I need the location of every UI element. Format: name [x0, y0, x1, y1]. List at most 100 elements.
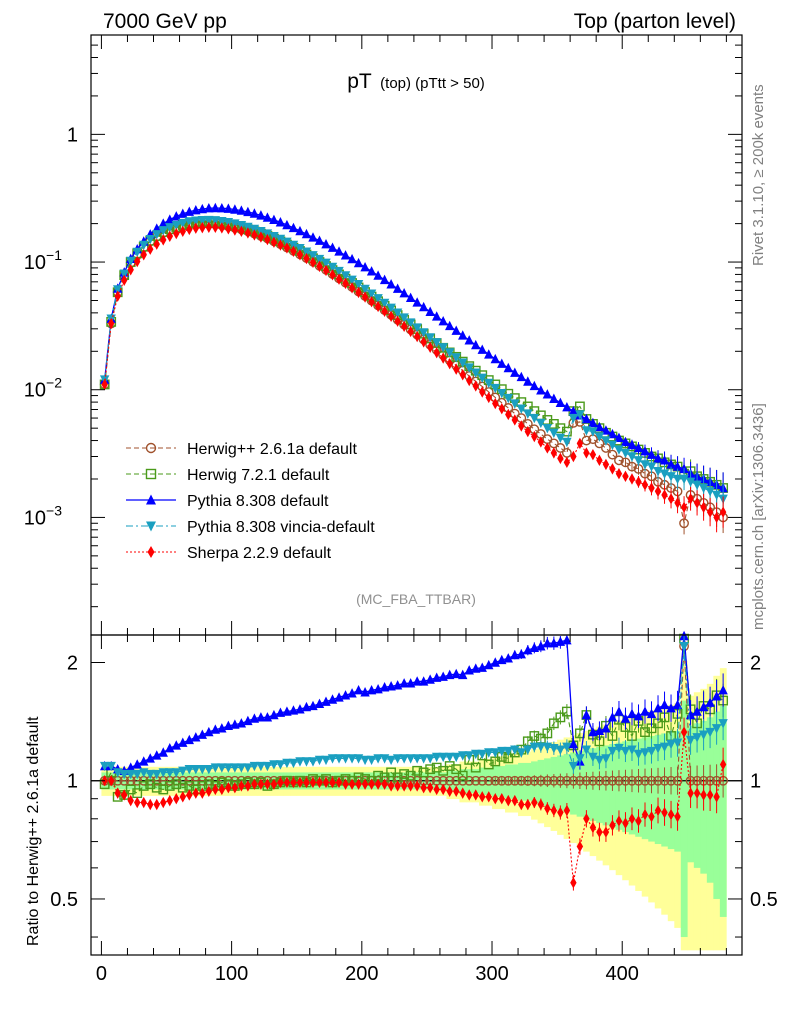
data-point — [653, 453, 663, 463]
ratio-point — [602, 826, 610, 838]
ratio-point — [184, 775, 195, 786]
ratio-point — [666, 702, 676, 713]
ratio-point — [425, 754, 435, 764]
data-point — [418, 328, 429, 338]
ratio-point — [373, 754, 383, 764]
ratio-point — [171, 768, 181, 778]
data-point — [366, 289, 377, 299]
ratio-point — [166, 794, 173, 807]
data-point — [589, 448, 597, 461]
ratio-point — [700, 789, 707, 801]
ratio-point — [177, 775, 188, 786]
data-point — [178, 218, 188, 229]
data-point — [601, 436, 611, 446]
ratio-point — [555, 775, 566, 786]
ratio-point — [217, 723, 227, 733]
data-point — [210, 202, 221, 213]
ratio-point — [308, 757, 318, 767]
ratio-point — [145, 753, 155, 763]
data-point — [570, 450, 577, 463]
ratio-point — [184, 734, 195, 745]
data-point — [438, 343, 448, 353]
data-point — [698, 483, 709, 494]
data-point — [101, 378, 108, 391]
data-point — [544, 442, 551, 454]
data-point — [549, 393, 559, 403]
data-point — [451, 325, 461, 335]
ratio-point — [653, 775, 663, 786]
data-point — [692, 480, 702, 491]
data-point — [353, 280, 364, 290]
ratio-point — [361, 778, 369, 790]
data-point — [295, 243, 305, 254]
ratio-series-pythia — [99, 630, 728, 775]
ratio-point — [628, 813, 636, 825]
data-point — [186, 223, 193, 236]
ratio-point — [152, 769, 162, 780]
data-point — [581, 413, 592, 424]
ratio-frame — [90, 634, 743, 956]
ratio-point — [301, 701, 312, 712]
data-point — [484, 349, 494, 359]
data-point — [484, 378, 494, 389]
ratio-point — [583, 813, 590, 825]
ratio-point — [661, 806, 668, 819]
ratio-point — [516, 648, 527, 659]
ratio-point — [204, 726, 214, 737]
data-point — [557, 452, 564, 465]
data-point — [413, 330, 421, 343]
data-point — [140, 249, 147, 261]
data-point — [562, 401, 572, 412]
data-point — [171, 211, 181, 221]
ratio-point — [555, 712, 566, 723]
ratio-point — [711, 724, 722, 734]
data-point — [498, 403, 505, 415]
data-point — [347, 275, 357, 286]
data-point — [471, 368, 481, 378]
ratio-point — [290, 776, 297, 789]
ratio-point — [316, 776, 323, 789]
ratio-point — [386, 767, 397, 778]
ratio-point — [431, 762, 442, 773]
ratio-point — [659, 699, 670, 710]
data-point — [672, 461, 683, 471]
ratio-point — [496, 775, 507, 786]
ratio-point — [537, 798, 545, 811]
data-point — [627, 461, 637, 472]
ratio-point — [601, 723, 611, 733]
data-point — [576, 437, 584, 450]
ratio-point — [171, 740, 181, 750]
data-point — [394, 315, 401, 327]
ratio-point — [418, 754, 429, 764]
ratio-point — [451, 668, 461, 679]
ratio-point — [685, 709, 696, 720]
data-point — [503, 362, 513, 373]
ratio-point — [412, 754, 422, 764]
ratio-point — [594, 755, 605, 766]
legend-marker-sherpa — [147, 546, 155, 558]
ratio-point — [588, 775, 598, 786]
ratio-point — [654, 804, 662, 817]
data-point — [321, 238, 331, 249]
data-point — [308, 251, 318, 261]
data-point — [633, 442, 644, 453]
data-point — [667, 493, 675, 505]
ratio-point — [231, 782, 239, 794]
ratio-point — [484, 659, 494, 670]
ratio-point — [431, 672, 442, 682]
ratio-point — [635, 815, 642, 827]
data-point — [412, 297, 422, 307]
ratio-point — [601, 754, 611, 764]
data-point — [680, 501, 688, 514]
data-point — [355, 286, 362, 299]
ratio-point — [407, 780, 414, 792]
ratio-point — [400, 780, 408, 792]
ratio-point — [173, 793, 180, 805]
ratio-point — [464, 775, 475, 786]
data-point — [648, 482, 655, 494]
ratio-point — [542, 728, 553, 739]
legend-label-herwig7: Herwig 7.2.1 default — [187, 467, 330, 484]
ratio-point — [457, 775, 468, 786]
ratio-point — [334, 754, 344, 764]
data-point — [173, 227, 180, 240]
